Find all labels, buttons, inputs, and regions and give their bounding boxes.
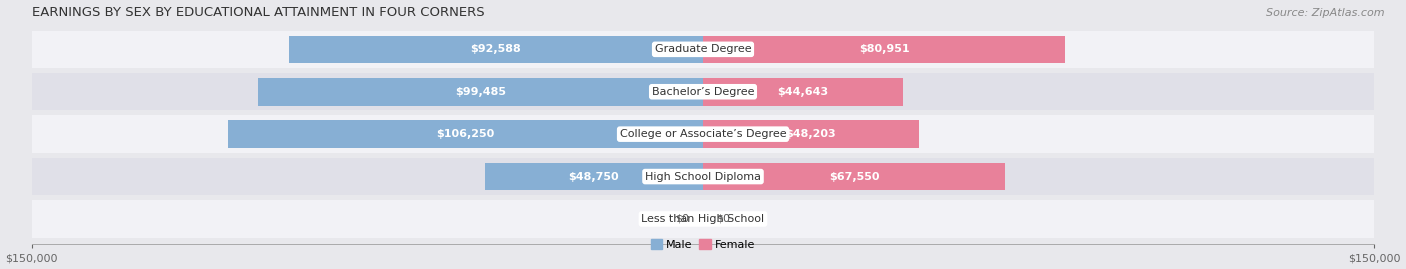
- Text: $106,250: $106,250: [436, 129, 495, 139]
- Bar: [703, 78, 903, 105]
- Bar: [257, 78, 703, 105]
- Bar: [228, 120, 703, 148]
- Text: Less than High School: Less than High School: [641, 214, 765, 224]
- Bar: [32, 200, 1374, 238]
- Text: EARNINGS BY SEX BY EDUCATIONAL ATTAINMENT IN FOUR CORNERS: EARNINGS BY SEX BY EDUCATIONAL ATTAINMEN…: [32, 6, 485, 19]
- Text: Graduate Degree: Graduate Degree: [655, 44, 751, 54]
- Bar: [703, 120, 918, 148]
- Text: $0: $0: [675, 214, 689, 224]
- Text: Bachelor’s Degree: Bachelor’s Degree: [652, 87, 754, 97]
- Bar: [32, 115, 1374, 153]
- Text: $80,951: $80,951: [859, 44, 910, 54]
- Text: $0: $0: [717, 214, 731, 224]
- Text: $48,203: $48,203: [786, 129, 837, 139]
- Bar: [32, 31, 1374, 68]
- Bar: [703, 163, 1005, 190]
- Text: $48,750: $48,750: [568, 172, 619, 182]
- Bar: [485, 163, 703, 190]
- Text: High School Diploma: High School Diploma: [645, 172, 761, 182]
- Legend: Male, Female: Male, Female: [651, 239, 755, 250]
- Text: $67,550: $67,550: [830, 172, 879, 182]
- Text: College or Associate’s Degree: College or Associate’s Degree: [620, 129, 786, 139]
- Text: Source: ZipAtlas.com: Source: ZipAtlas.com: [1267, 8, 1385, 18]
- Bar: [703, 36, 1066, 63]
- Text: $92,588: $92,588: [471, 44, 522, 54]
- Text: $99,485: $99,485: [456, 87, 506, 97]
- Bar: [32, 73, 1374, 110]
- Text: $44,643: $44,643: [778, 87, 828, 97]
- Bar: [32, 158, 1374, 195]
- Bar: [288, 36, 703, 63]
